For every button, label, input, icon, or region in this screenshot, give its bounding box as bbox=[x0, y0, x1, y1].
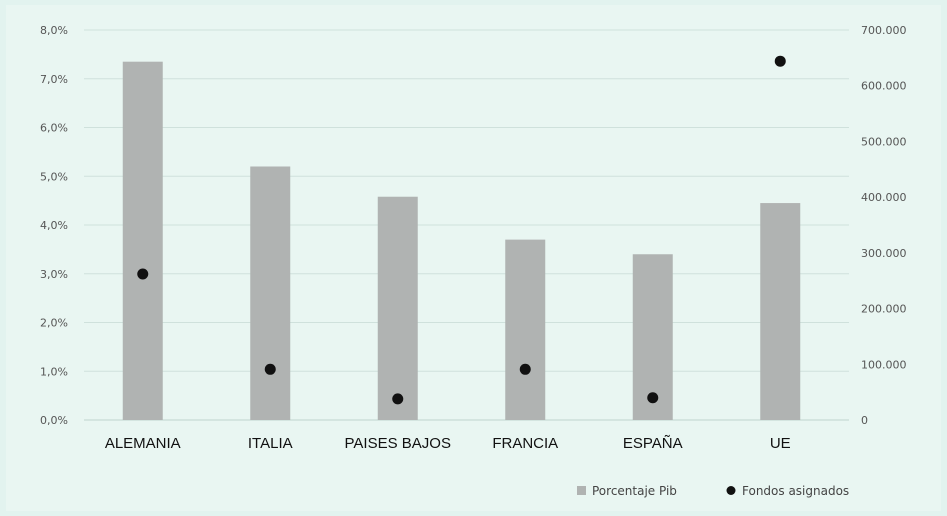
legend-swatch-bar bbox=[577, 486, 586, 495]
combo-chart: 0,0% 1,0% 2,0% 3,0% 4,0% 5,0% 6,0% 7,0% 8,0% 0 10… bbox=[40, 24, 907, 498]
right-axis-ticks: 0 100.000 200.000 300.000 400.000 500.000 600.… bbox=[861, 24, 907, 427]
category-label: PAISES BAJOS bbox=[345, 435, 451, 452]
right-axis-tick-label: 400.000 bbox=[861, 191, 907, 204]
legend-swatch-point bbox=[726, 486, 736, 495]
left-axis-tick-label: 6,0% bbox=[40, 122, 68, 135]
scatter-series bbox=[137, 55, 786, 405]
scatter-point bbox=[519, 363, 531, 375]
bar bbox=[377, 196, 418, 420]
legend-label: Porcentaje Pib bbox=[592, 484, 677, 498]
bar bbox=[250, 166, 291, 420]
category-label: FRANCIA bbox=[492, 435, 558, 452]
category-label: ESPAÑA bbox=[623, 435, 683, 452]
left-axis-tick-label: 2,0% bbox=[40, 317, 68, 330]
chart-frame: 0,0% 1,0% 2,0% 3,0% 4,0% 5,0% 6,0% 7,0% 8,0% 0 10… bbox=[6, 5, 941, 511]
right-axis-tick-label: 100.000 bbox=[861, 358, 907, 371]
category-label: UE bbox=[770, 435, 791, 452]
right-axis-tick-label: 500.000 bbox=[861, 135, 907, 148]
legend-label: Fondos asignados bbox=[742, 484, 849, 498]
right-axis-tick-label: 700.000 bbox=[861, 24, 907, 37]
right-axis-tick-label: 300.000 bbox=[861, 247, 907, 260]
left-axis-tick-label: 8,0% bbox=[40, 24, 68, 37]
category-label: ITALIA bbox=[248, 435, 293, 452]
right-axis-tick-label: 200.000 bbox=[861, 303, 907, 316]
left-axis-tick-label: 0,0% bbox=[40, 414, 68, 427]
left-axis-tick-label: 1,0% bbox=[40, 365, 68, 378]
left-axis-tick-label: 5,0% bbox=[40, 170, 68, 183]
left-axis-tick-label: 7,0% bbox=[40, 73, 68, 86]
left-axis-ticks: 0,0% 1,0% 2,0% 3,0% 4,0% 5,0% 6,0% 7,0% 8,0% bbox=[40, 24, 68, 427]
category-labels: ALEMANIA ITALIA PAISES BAJOS FRANCIA ESPAÑA U… bbox=[105, 435, 791, 452]
category-label: ALEMANIA bbox=[105, 435, 181, 452]
left-axis-tick-label: 4,0% bbox=[40, 219, 68, 232]
gridlines bbox=[84, 29, 849, 421]
scatter-point bbox=[264, 363, 276, 375]
bar-series bbox=[122, 61, 801, 420]
scatter-point bbox=[647, 392, 659, 404]
legend: Porcentaje Pib Fondos asignados bbox=[577, 484, 849, 498]
right-axis-tick-label: 0 bbox=[861, 414, 868, 427]
scatter-point bbox=[774, 55, 786, 67]
bar bbox=[505, 239, 546, 420]
bar bbox=[760, 203, 801, 420]
bar bbox=[122, 61, 163, 420]
right-axis-tick-label: 600.000 bbox=[861, 80, 907, 93]
scatter-point bbox=[392, 393, 404, 405]
left-axis-tick-label: 3,0% bbox=[40, 268, 68, 281]
scatter-point bbox=[137, 268, 149, 280]
